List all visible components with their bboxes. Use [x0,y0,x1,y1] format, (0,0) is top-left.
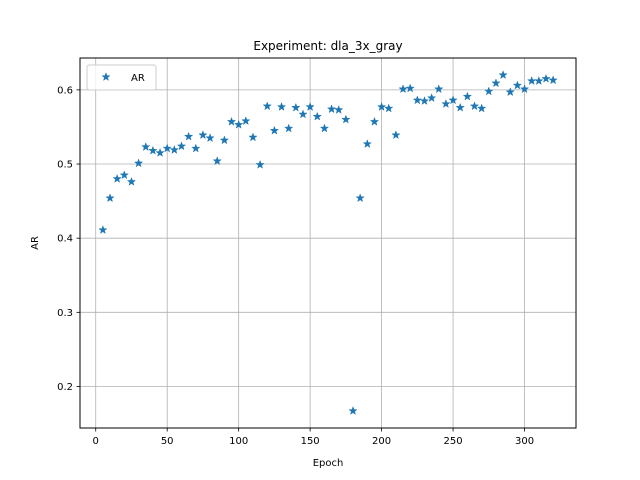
data-point [412,95,423,105]
data-point [148,145,158,155]
data-point [298,109,308,119]
data-point [291,102,301,112]
data-point [305,101,315,111]
data-point [312,111,322,121]
data-point [226,116,237,126]
data-point [334,104,344,114]
data-point [512,80,523,90]
data-point [341,114,351,124]
data-point [469,101,480,111]
x-tick-label: 0 [93,436,99,447]
data-point [112,173,122,183]
data-point [133,158,144,168]
x-tick-label: 150 [301,436,320,447]
data-point [283,123,294,133]
data-point [241,116,251,126]
data-point [491,78,501,88]
data-point [262,101,272,111]
data-point [362,139,373,149]
data-point [426,93,437,103]
data-point [155,147,165,157]
data-point [505,87,515,97]
data-point [326,104,337,114]
data-point [198,130,208,140]
legend-box [86,64,157,91]
y-tick-label: 0.6 [57,85,73,96]
scatter-points [98,70,558,415]
data-point [391,130,401,140]
axis-ticks: 0 50 100 150 200 250 300 0.2 0.3 0.4 0.5 0.6 [57,85,534,447]
grid [80,58,576,428]
data-point [419,96,430,106]
data-point [233,119,244,129]
x-axis-title: Epoch [313,458,344,469]
y-tick-label: 0.5 [57,160,73,171]
data-point [498,70,508,80]
y-tick-label: 0.2 [57,382,73,393]
data-point [269,125,280,135]
x-tick-label: 250 [444,436,463,447]
data-point [183,131,194,141]
data-point [476,103,487,113]
data-point [376,101,387,111]
data-point [191,143,201,153]
data-point [484,86,494,96]
data-point [212,156,222,166]
data-point [548,75,558,85]
chart-title: Experiment: dla_3x_gray [253,39,402,53]
data-point [141,142,151,151]
data-point [448,95,458,105]
data-point [519,84,530,94]
data-point [205,133,215,143]
data-point [119,170,130,180]
data-point [355,193,365,203]
data-point [441,99,451,108]
data-point [398,84,408,94]
data-point [169,144,180,154]
data-point [219,135,230,145]
legend-star-icon [101,72,111,82]
y-axis-title: AR [30,236,41,250]
legend-marker [101,72,111,82]
y-tick-label: 0.3 [57,308,73,319]
x-tick-label: 300 [515,436,534,447]
data-point [276,101,287,111]
data-point [162,143,172,153]
data-point [176,141,187,151]
data-point [98,225,108,235]
data-point [126,176,137,186]
data-point [384,103,394,113]
x-tick-label: 200 [372,436,391,447]
x-tick-label: 100 [229,436,248,447]
data-point [369,116,380,126]
data-point [534,76,544,85]
data-point [105,193,115,203]
data-point [248,132,258,142]
data-point [255,159,265,169]
legend: AR [86,64,157,91]
data-point [405,83,415,93]
y-tick-label: 0.4 [57,234,73,245]
data-point [541,73,551,83]
legend-label: AR [131,73,145,84]
plot-frame [79,57,577,429]
data-point [434,84,444,94]
x-tick-label: 50 [161,436,174,447]
data-point [455,102,465,112]
data-point [319,123,330,133]
data-point [348,405,358,415]
data-point [462,91,473,101]
